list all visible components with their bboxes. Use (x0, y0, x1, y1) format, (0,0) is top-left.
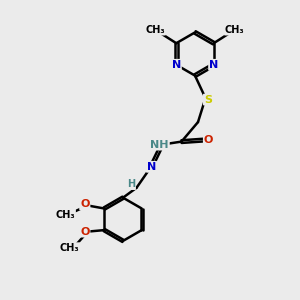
Text: O: O (204, 135, 213, 145)
Text: CH₃: CH₃ (225, 25, 244, 35)
Text: CH₃: CH₃ (146, 25, 165, 35)
Text: O: O (80, 226, 89, 237)
Text: NH: NH (150, 140, 169, 150)
Text: CH₃: CH₃ (60, 243, 80, 253)
Text: H: H (127, 179, 135, 189)
Text: O: O (80, 199, 89, 209)
Text: N: N (172, 60, 181, 70)
Text: N: N (209, 60, 218, 70)
Text: N: N (147, 162, 156, 172)
Text: CH₃: CH₃ (56, 209, 75, 220)
Text: S: S (204, 94, 212, 105)
